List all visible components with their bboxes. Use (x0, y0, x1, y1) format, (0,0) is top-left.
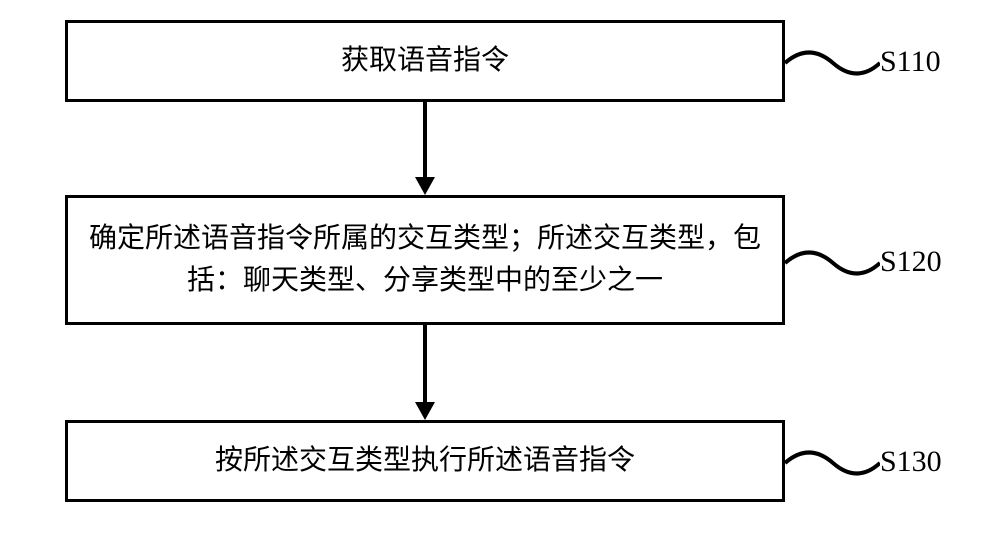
flow-label-2: S120 (880, 245, 942, 279)
edge-1-arrow (415, 177, 435, 195)
edge-1 (423, 102, 427, 178)
flowchart-canvas: 获取语音指令 S110 确定所述语音指令所属的交互类型；所述交互类型，包括：聊天… (0, 0, 1000, 558)
flow-node-3: 按所述交互类型执行所述语音指令 (65, 420, 785, 502)
flow-node-2-text: 确定所述语音指令所属的交互类型；所述交互类型，包括：聊天类型、分享类型中的至少之… (84, 218, 766, 302)
flow-node-1-text: 获取语音指令 (341, 40, 509, 82)
flow-label-3: S130 (880, 445, 942, 479)
flow-node-3-text: 按所述交互类型执行所述语音指令 (215, 440, 635, 482)
flow-label-3-text: S130 (880, 445, 942, 478)
flow-node-2: 确定所述语音指令所属的交互类型；所述交互类型，包括：聊天类型、分享类型中的至少之… (65, 195, 785, 325)
edge-2 (423, 325, 427, 403)
flow-node-1: 获取语音指令 (65, 20, 785, 102)
flow-label-1-text: S110 (880, 45, 941, 78)
flow-label-1: S110 (880, 45, 941, 79)
flow-label-2-text: S120 (880, 245, 942, 278)
connector-tilde-1 (785, 48, 880, 78)
connector-tilde-3 (785, 448, 880, 478)
edge-2-arrow (415, 402, 435, 420)
connector-tilde-2 (785, 248, 880, 278)
